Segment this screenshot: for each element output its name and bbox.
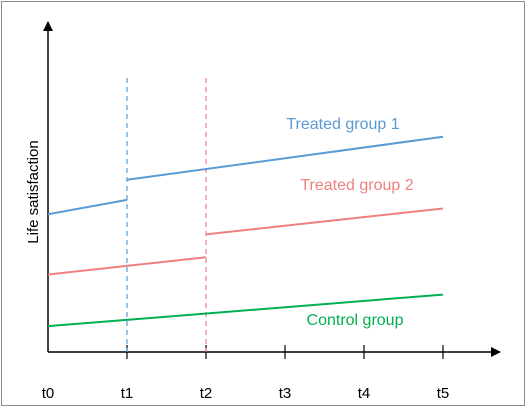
treatment-markers (126, 78, 207, 352)
treated-group-1-label: Treated group 1 (286, 116, 399, 133)
y-axis-label: Life satisfaction (25, 140, 42, 243)
treated-group-2-segment-1 (47, 256, 207, 276)
x-tick-label-t4: t4 (358, 385, 371, 402)
control-group-label: Control group (307, 312, 404, 329)
control-group-segment-1 (47, 293, 444, 328)
treated-group-2-segment-2 (205, 207, 444, 236)
series-lines (47, 135, 444, 328)
x-tick-label-t5: t5 (437, 385, 450, 402)
treated-group-1-segment-1 (47, 198, 128, 216)
treated-group-1-segment-2 (126, 135, 444, 181)
series-labels: Treated group 1 Treated group 2 Control gr… (286, 116, 413, 329)
x-tick-labels: t0 t1 t2 t3 t4 t5 (42, 385, 450, 402)
axes (43, 21, 501, 359)
x-tick-label-t0: t0 (42, 385, 55, 402)
x-tick-label-t1: t1 (121, 385, 134, 402)
treated-group-2-label: Treated group 2 (300, 177, 413, 194)
x-tick-label-t2: t2 (200, 385, 213, 402)
x-tick-label-t3: t3 (279, 385, 292, 402)
